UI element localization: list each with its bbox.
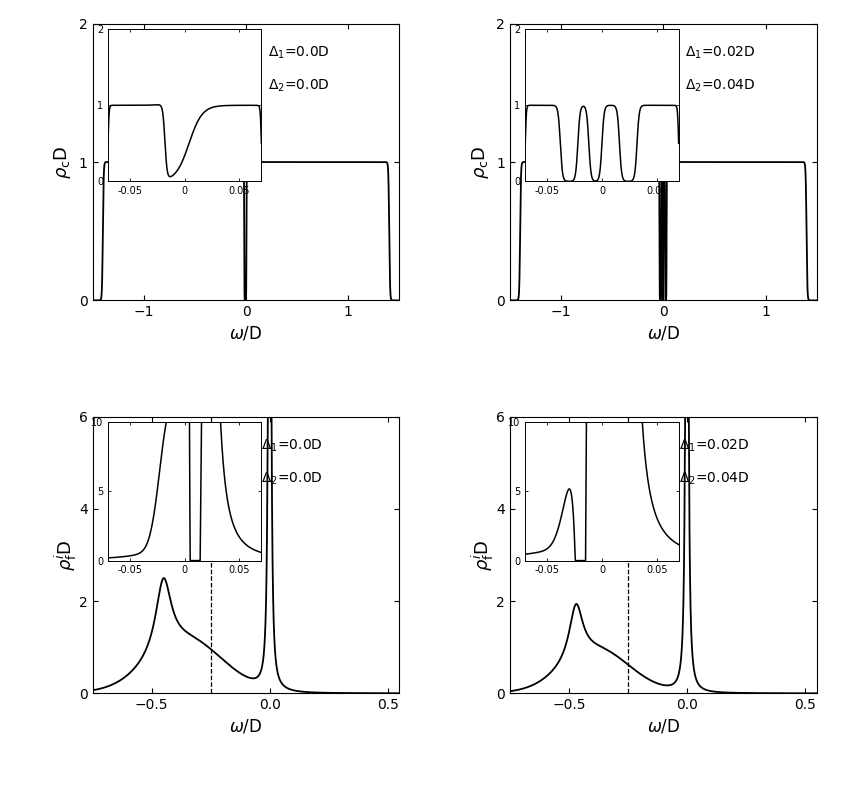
Text: $\Delta_2$=0.04D: $\Delta_2$=0.04D — [679, 471, 749, 488]
X-axis label: $\omega$/D: $\omega$/D — [229, 325, 263, 343]
X-axis label: $\omega$/D: $\omega$/D — [229, 718, 263, 736]
X-axis label: $\omega$/D: $\omega$/D — [647, 718, 680, 736]
Text: $\Delta_2$=0.0D: $\Delta_2$=0.0D — [268, 78, 329, 95]
Text: $\Delta_1$=0.02D: $\Delta_1$=0.02D — [679, 438, 749, 454]
Text: $\Delta_1$=0.0D: $\Delta_1$=0.0D — [268, 45, 329, 61]
Y-axis label: $\rho_{\rm c}$D: $\rho_{\rm c}$D — [470, 145, 491, 179]
Text: $\Delta_2$=0.04D: $\Delta_2$=0.04D — [685, 78, 755, 95]
X-axis label: $\omega$/D: $\omega$/D — [647, 325, 680, 343]
Text: $\Delta_1$=0.0D: $\Delta_1$=0.0D — [261, 438, 323, 454]
Text: $\Delta_2$=0.0D: $\Delta_2$=0.0D — [261, 471, 323, 488]
Y-axis label: $\rho_{\rm f}^{i}$D: $\rho_{\rm f}^{i}$D — [53, 540, 79, 571]
Y-axis label: $\rho_{\rm f}^{i}$D: $\rho_{\rm f}^{i}$D — [470, 540, 496, 571]
Text: $\Delta_1$=0.02D: $\Delta_1$=0.02D — [685, 45, 755, 61]
Y-axis label: $\rho_{\rm c}$D: $\rho_{\rm c}$D — [52, 145, 73, 179]
